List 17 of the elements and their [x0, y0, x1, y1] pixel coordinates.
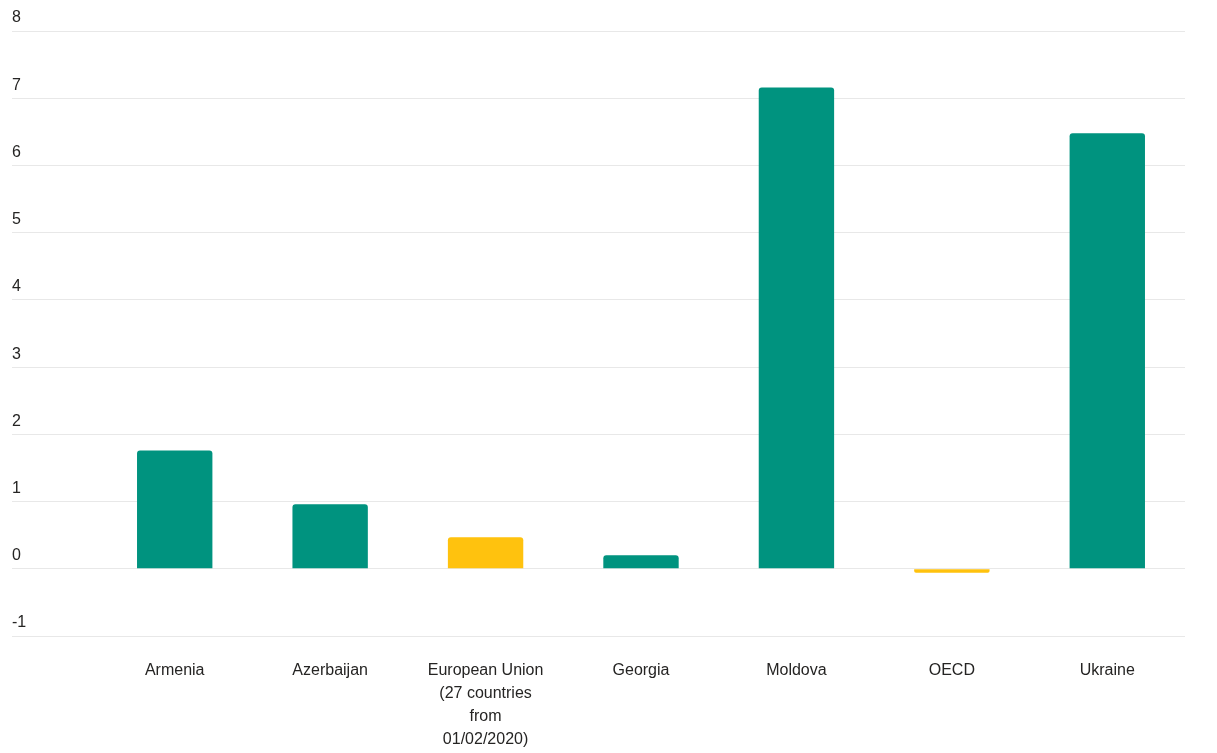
y-tick-label: 2	[12, 411, 21, 429]
y-tick-label: 0	[12, 546, 21, 564]
x-tick-label: Georgia	[612, 660, 670, 678]
y-tick-label: 6	[12, 142, 21, 160]
x-tick-label: Ukraine	[1079, 660, 1135, 678]
x-tick-label: OECD	[928, 660, 975, 678]
y-tick-label: -1	[12, 613, 27, 631]
x-tick-label: Azerbaijan	[292, 660, 368, 678]
y-tick-label: 5	[12, 210, 21, 228]
y-tick-label: 8	[12, 8, 21, 26]
x-tick-label: Moldova	[766, 660, 827, 678]
y-tick-label: 4	[12, 277, 21, 295]
y-tick-label: 3	[12, 344, 21, 362]
x-tick-label: Armenia	[144, 660, 205, 678]
y-tick-label: 7	[12, 75, 21, 93]
x-tick-label: European Union (27 countries from 01/02/2020)	[427, 660, 544, 748]
y-tick-label: 1	[12, 478, 21, 496]
